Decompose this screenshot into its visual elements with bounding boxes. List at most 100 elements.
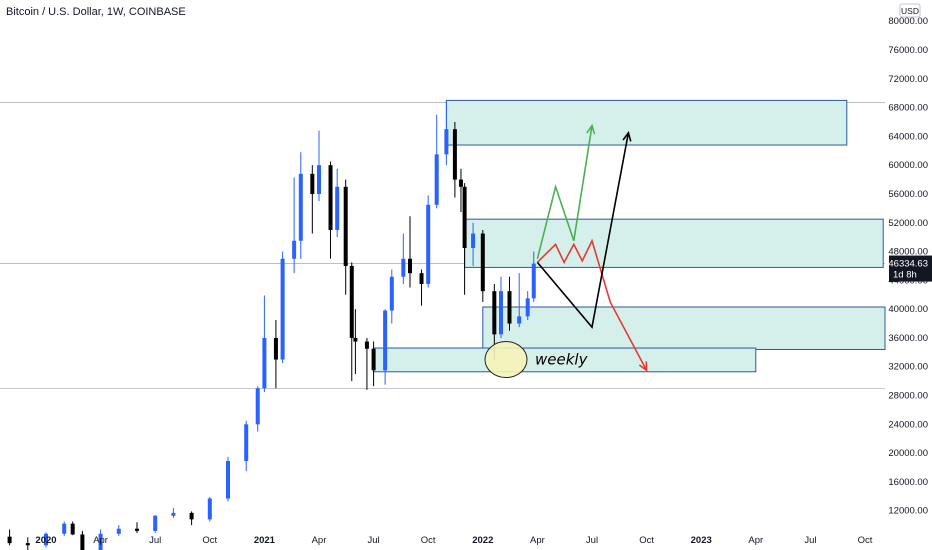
zone-box bbox=[464, 218, 884, 268]
x-tick-label: Apr bbox=[530, 535, 545, 546]
candle-body bbox=[499, 291, 503, 335]
candle-body bbox=[426, 204, 431, 284]
candles-layer bbox=[7, 100, 536, 550]
candle-body bbox=[25, 543, 30, 546]
x-tick-label: 2023 bbox=[691, 535, 712, 546]
candle-body bbox=[408, 258, 412, 274]
x-tick-label: Oct bbox=[858, 535, 873, 546]
y-tick-label: 52000.00 bbox=[888, 218, 928, 229]
y-tick-label: 60000.00 bbox=[888, 160, 928, 171]
last-price-badge bbox=[889, 255, 932, 282]
last-price-countdown: 1d 8h bbox=[893, 270, 917, 281]
x-tick-label: Apr bbox=[312, 535, 327, 546]
x-tick-label: Apr bbox=[93, 535, 108, 546]
candle-body bbox=[116, 528, 121, 534]
candle-body bbox=[343, 186, 348, 266]
projection-arrowhead bbox=[622, 130, 632, 142]
y-tick-label: 64000.00 bbox=[888, 131, 928, 142]
candle-body bbox=[328, 165, 333, 230]
candle-body bbox=[98, 533, 103, 550]
y-tick-label: 80000.00 bbox=[888, 16, 928, 27]
candle-body bbox=[189, 512, 194, 520]
candle-body bbox=[349, 265, 354, 338]
candle-body bbox=[434, 154, 439, 205]
candle-body bbox=[480, 233, 485, 292]
y-tick-label: 28000.00 bbox=[888, 391, 928, 402]
x-tick-label: Jul bbox=[368, 535, 380, 546]
annotation-layer: weekly bbox=[484, 341, 589, 379]
x-tick-label: Jul bbox=[586, 535, 598, 546]
candle-body bbox=[298, 173, 303, 241]
zones-layer bbox=[373, 99, 886, 373]
candle-body bbox=[273, 337, 278, 360]
y-tick-label: 76000.00 bbox=[888, 45, 928, 56]
candle-body bbox=[317, 165, 321, 194]
y-tick-label: 24000.00 bbox=[888, 419, 928, 430]
candle-body bbox=[135, 528, 139, 531]
x-tick-label: Jul bbox=[149, 535, 161, 546]
y-tick-label: 40000.00 bbox=[888, 304, 928, 315]
chart-title: Bitcoin / U.S. Dollar, 1W, COINBASE bbox=[6, 6, 186, 18]
candle-body bbox=[310, 173, 315, 194]
candle-body bbox=[70, 523, 75, 535]
projection-path bbox=[536, 125, 593, 259]
x-tick-label: Oct bbox=[202, 535, 217, 546]
candle-body bbox=[401, 258, 406, 277]
candle-body bbox=[419, 273, 424, 284]
y-tick-label: 56000.00 bbox=[888, 189, 928, 200]
projection-path bbox=[536, 238, 648, 371]
weekly-ellipse bbox=[484, 341, 528, 379]
y-tick-label: 36000.00 bbox=[888, 333, 928, 344]
y-tick-label: 16000.00 bbox=[888, 477, 928, 488]
candle-body bbox=[244, 424, 249, 462]
weekly-annotation-text: weekly bbox=[535, 351, 589, 369]
x-tick-label: 2022 bbox=[472, 535, 493, 546]
candle-body bbox=[44, 533, 48, 546]
y-tick-label: 20000.00 bbox=[888, 448, 928, 459]
candle-body bbox=[452, 129, 457, 180]
x-tick-label: 2020 bbox=[35, 535, 56, 546]
projection-path bbox=[536, 132, 630, 329]
projection-arrowhead bbox=[638, 361, 648, 372]
candle-body bbox=[262, 337, 267, 389]
candle-body bbox=[171, 512, 176, 516]
candle-body bbox=[517, 316, 522, 324]
projection-arrowhead bbox=[586, 123, 596, 135]
x-tick-label: Jul bbox=[804, 535, 816, 546]
candle-body bbox=[7, 536, 12, 544]
x-tick-label: Oct bbox=[639, 535, 654, 546]
candle-body bbox=[471, 233, 476, 248]
candle-body bbox=[525, 298, 530, 317]
x-tick-label: Oct bbox=[421, 535, 436, 546]
y-tick-label: 32000.00 bbox=[888, 362, 928, 373]
candle-body bbox=[371, 348, 376, 371]
x-tick-label: 2021 bbox=[254, 535, 276, 546]
projections-layer bbox=[536, 123, 648, 372]
candle-body bbox=[462, 186, 467, 248]
zone-box bbox=[445, 99, 848, 146]
candle-body bbox=[207, 498, 212, 520]
axes-layer: 12000.00 16000.00 20000.00 24000.00 28000.00… bbox=[35, 3, 932, 546]
candle-body bbox=[458, 179, 463, 187]
currency-label: USD bbox=[901, 6, 919, 16]
candle-body bbox=[255, 388, 260, 425]
candle-body bbox=[444, 129, 449, 155]
candle-body bbox=[507, 291, 512, 324]
candle-body bbox=[226, 461, 230, 499]
y-tick-label: 72000.00 bbox=[888, 74, 928, 85]
candle-body bbox=[492, 291, 497, 335]
y-tick-label: 48000.00 bbox=[888, 247, 928, 258]
candle-body bbox=[153, 515, 158, 531]
candle-body bbox=[280, 258, 285, 360]
y-tick-label: 68000.00 bbox=[888, 103, 928, 114]
candle-body bbox=[389, 276, 394, 311]
candle-body bbox=[353, 337, 358, 342]
candle-body bbox=[62, 523, 67, 534]
candle-body bbox=[531, 263, 536, 299]
last-price-value: 46334.63 bbox=[888, 259, 928, 270]
currency-box bbox=[899, 3, 921, 18]
x-tick-label: Apr bbox=[748, 535, 763, 546]
zone-box bbox=[482, 306, 886, 350]
y-tick-label: 12000.00 bbox=[888, 506, 928, 517]
